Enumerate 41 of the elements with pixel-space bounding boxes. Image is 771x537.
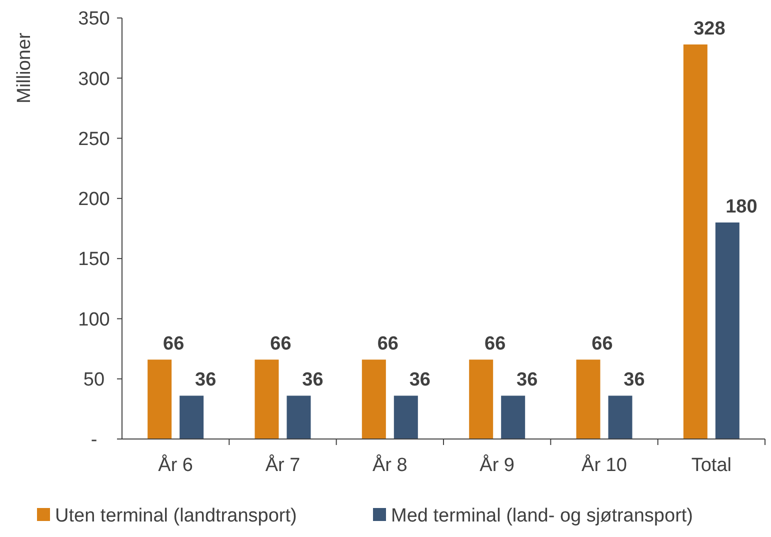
data-label: 328 bbox=[694, 18, 726, 40]
x-tick-label: År 8 bbox=[372, 454, 408, 476]
legend-label: Med terminal (land- og sjøtransport) bbox=[391, 506, 693, 527]
y-axis-title: Millioner bbox=[14, 32, 35, 104]
data-label: 36 bbox=[624, 370, 645, 391]
y-tick-label: 100 bbox=[78, 309, 110, 330]
bar bbox=[576, 360, 600, 439]
x-tick-label: Total bbox=[691, 455, 732, 476]
legend-label: Uten terminal (landtransport) bbox=[55, 506, 297, 527]
bar bbox=[362, 360, 386, 439]
data-label: 66 bbox=[484, 334, 506, 355]
data-label: 66 bbox=[592, 334, 613, 355]
bar bbox=[148, 360, 172, 439]
x-tick-label: År 10 bbox=[582, 454, 627, 476]
x-tick-label: År 7 bbox=[265, 454, 300, 476]
data-label: 180 bbox=[726, 196, 758, 218]
bar bbox=[254, 360, 279, 439]
y-tick-label: 200 bbox=[78, 189, 110, 210]
bar bbox=[286, 396, 311, 439]
y-tick-label: 150 bbox=[78, 249, 110, 270]
bar bbox=[715, 222, 740, 439]
x-tick-label: År 9 bbox=[480, 454, 515, 476]
bar bbox=[501, 396, 526, 439]
data-label: 66 bbox=[377, 334, 398, 355]
y-tick-label: 350 bbox=[78, 8, 110, 30]
x-tick-label: År 6 bbox=[158, 454, 194, 476]
y-tick-label: 250 bbox=[78, 128, 110, 150]
bar bbox=[180, 396, 204, 439]
data-label: 36 bbox=[409, 370, 430, 391]
bar bbox=[394, 396, 418, 439]
bar bbox=[469, 360, 494, 439]
data-label: 66 bbox=[163, 334, 184, 355]
data-label: 66 bbox=[270, 334, 292, 355]
data-label: 36 bbox=[302, 370, 324, 391]
data-label: 36 bbox=[516, 370, 538, 391]
data-label: 36 bbox=[195, 370, 216, 391]
bar bbox=[683, 44, 708, 439]
y-tick-label: - bbox=[90, 430, 98, 451]
y-tick-label: 300 bbox=[78, 68, 110, 90]
y-tick-label: 50 bbox=[83, 370, 105, 391]
bar bbox=[608, 396, 632, 439]
